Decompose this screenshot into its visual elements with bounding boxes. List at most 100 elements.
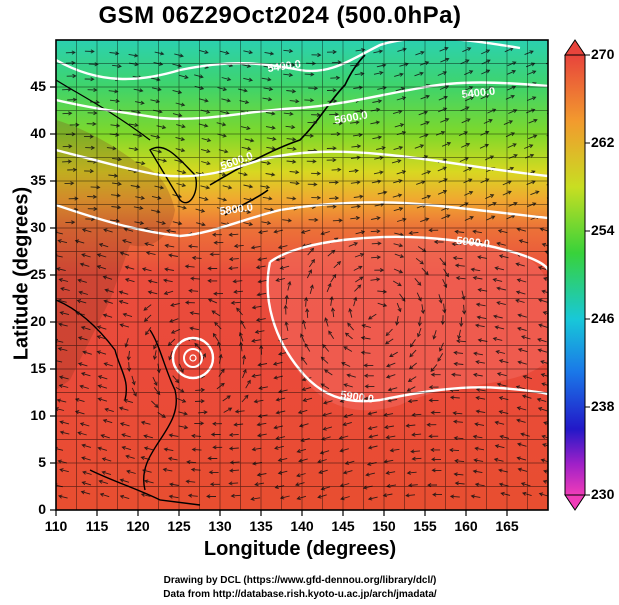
wind-arrow — [187, 244, 198, 249]
wind-arrow — [499, 434, 510, 439]
wind-arrow — [109, 51, 120, 56]
wind-arrow — [57, 494, 68, 499]
wind-arrow — [176, 183, 187, 188]
wind-arrow — [245, 379, 251, 389]
wind-arrow — [119, 494, 130, 500]
wind-arrow — [286, 196, 297, 201]
wind-arrow — [326, 88, 337, 93]
wind-arrow — [297, 409, 308, 415]
wind-arrow — [83, 134, 94, 139]
wind-arrow — [552, 217, 561, 221]
wind-arrow — [295, 482, 305, 487]
wind-arrow — [275, 257, 286, 262]
wind-arrow — [277, 245, 288, 250]
wind-arrow — [309, 284, 314, 295]
wind-arrow — [254, 482, 265, 487]
wind-arrow — [326, 49, 337, 55]
wind-arrow — [416, 327, 422, 338]
chart-title: GSM 06Z29Oct2024 (500.0hPa) — [98, 2, 462, 29]
wind-arrow — [454, 481, 465, 486]
wind-arrow — [84, 169, 95, 174]
wind-arrow — [452, 419, 463, 424]
wind-arrow — [121, 433, 131, 438]
wind-arrow — [134, 220, 145, 226]
wind-arrow — [540, 373, 548, 378]
wind-arrow — [243, 184, 254, 189]
wind-arrow — [437, 353, 444, 362]
wind-arrow — [119, 478, 130, 483]
wind-arrow — [431, 457, 441, 462]
wind-arrow — [96, 335, 107, 340]
wind-arrow — [496, 241, 506, 246]
wind-arrow — [79, 422, 90, 427]
wind-arrow — [449, 494, 460, 499]
wind-arrow — [221, 98, 231, 103]
wind-arrow — [222, 159, 233, 164]
wind-arrow — [240, 125, 251, 131]
wind-arrow — [496, 372, 507, 377]
wind-arrow — [143, 446, 154, 451]
wind-arrow — [327, 98, 338, 104]
wind-arrow — [263, 86, 274, 92]
wind-arrow — [438, 107, 448, 113]
wind-arrow — [191, 255, 202, 260]
wind-arrow — [343, 413, 353, 419]
wind-arrow — [342, 470, 353, 475]
wind-arrow — [338, 435, 349, 440]
wind-arrow — [373, 170, 384, 175]
wind-arrow — [415, 257, 424, 265]
wind-arrow — [428, 228, 439, 233]
wind-arrow — [453, 436, 464, 441]
wind-arrow — [517, 360, 527, 365]
wind-arrow — [348, 242, 359, 247]
wind-arrow — [396, 302, 402, 313]
wind-arrow — [242, 354, 247, 365]
wind-arrow — [200, 148, 211, 154]
wind-arrow — [520, 482, 531, 487]
wind-arrow — [104, 288, 114, 293]
wind-arrow — [145, 327, 152, 336]
wind-arrow — [84, 77, 95, 82]
wind-arrow — [393, 207, 404, 212]
wind-arrow — [168, 494, 179, 499]
wind-arrow — [353, 265, 363, 271]
wind-arrow — [330, 75, 341, 80]
wind-arrow — [492, 277, 503, 283]
wind-arrow — [405, 493, 416, 498]
wind-arrow — [393, 243, 404, 248]
wind-arrow — [343, 346, 353, 352]
x-tick-label: 110 — [44, 518, 68, 534]
wind-arrow — [102, 313, 113, 318]
wind-arrow — [77, 336, 88, 341]
wind-arrow — [209, 252, 220, 257]
wind-arrow — [121, 239, 132, 244]
wind-arrow — [473, 458, 484, 463]
wind-arrow — [538, 492, 548, 497]
x-axis-label: Longitude (degrees) — [203, 538, 397, 560]
wind-arrow — [368, 313, 377, 320]
wind-arrow — [540, 360, 548, 365]
wind-arrow — [124, 277, 135, 283]
wind-arrow — [207, 298, 218, 304]
wind-arrow — [236, 307, 243, 316]
wind-arrow — [143, 304, 152, 311]
wind-arrow — [229, 468, 240, 473]
wind-arrow — [486, 215, 496, 221]
wind-arrow — [449, 447, 460, 453]
wind-arrow — [241, 209, 252, 214]
wind-arrow — [384, 425, 394, 430]
wind-arrow — [472, 372, 483, 377]
contour-label: 5800.0 — [219, 201, 254, 218]
wind-arrow — [218, 149, 229, 154]
y-tick-label: 10 — [30, 407, 46, 423]
wind-arrow — [111, 205, 122, 210]
wind-arrow — [326, 146, 337, 151]
y-tick-label: 15 — [30, 360, 46, 376]
wind-arrow — [354, 284, 362, 292]
wind-arrow — [168, 253, 178, 258]
wind-arrow — [172, 375, 180, 384]
wind-arrow — [393, 145, 404, 151]
wind-arrow — [432, 492, 442, 497]
wind-arrow — [304, 133, 315, 138]
wind-arrow — [167, 456, 178, 461]
